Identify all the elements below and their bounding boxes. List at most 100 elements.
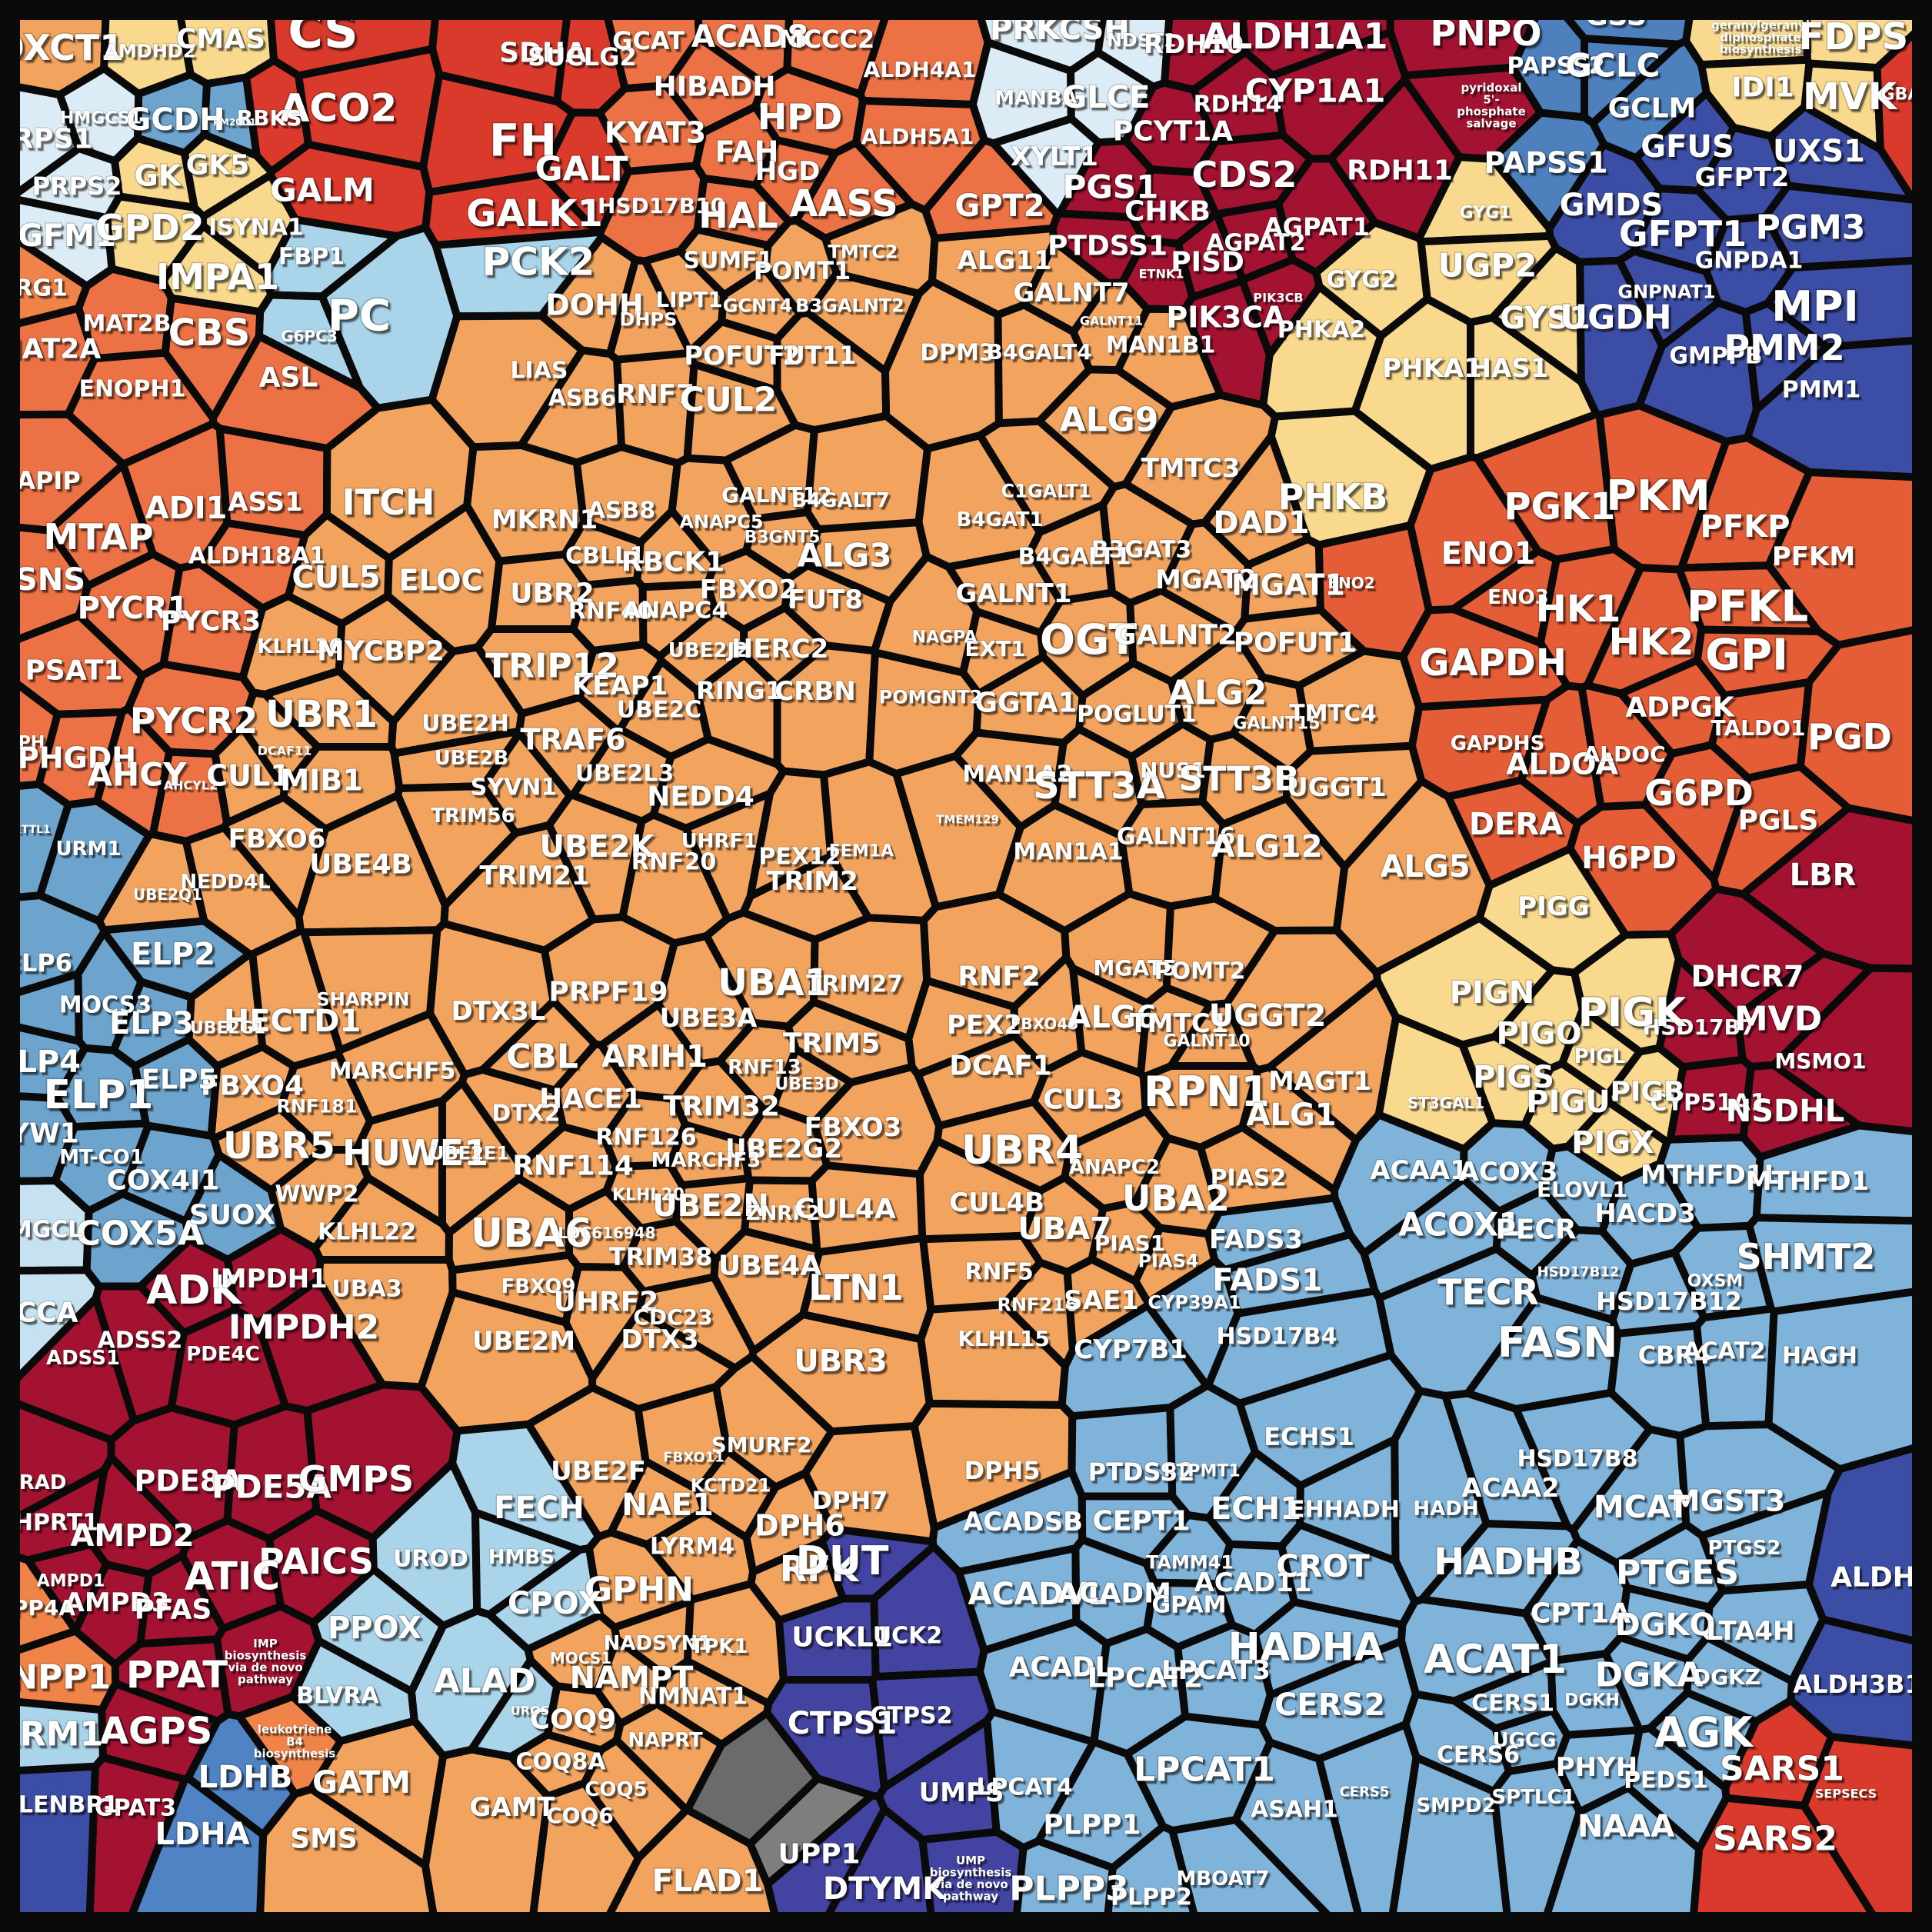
cell-label: PIK3CA <box>1166 300 1286 334</box>
cell-label: FBXO11 <box>663 1449 724 1465</box>
cell-label: RNF2 <box>958 961 1041 993</box>
cell-label: PIGO <box>1496 1016 1581 1051</box>
cell-label: PTPMT1 <box>1164 1462 1240 1481</box>
cell-label: FH <box>489 114 557 166</box>
cell-label: PIGS <box>1473 1060 1554 1095</box>
cell-label: GALNT15 <box>1233 715 1320 734</box>
cell-label: GPHN <box>585 1570 694 1609</box>
cell-label: PFAS <box>135 1594 212 1626</box>
cell-label: UBE2N <box>652 1188 769 1224</box>
cell-label: ACADSB <box>963 1507 1083 1537</box>
cell-label: PGLS <box>1738 805 1819 837</box>
cell-label: CBR4 <box>1638 1341 1711 1370</box>
cell-label: UBE2G1 <box>190 1019 265 1038</box>
cell-unlabeled[interactable] <box>746 1774 876 1888</box>
cell-label: GALNT1 <box>955 578 1071 609</box>
cell-label: ALDH3B1 <box>1793 1670 1921 1699</box>
cell-label: CTPS2 <box>871 1703 953 1730</box>
cell-label: UBE2E1 <box>429 1142 509 1164</box>
cell-label: NEDD4 <box>647 781 754 813</box>
cell-selenbp1[interactable] <box>7 1762 99 1925</box>
cell-label: HADHB <box>1434 1541 1583 1584</box>
cell-cpox[interactable] <box>485 1544 605 1654</box>
cell-galnt16[interactable] <box>1117 798 1227 911</box>
cell-label: ACOX1 <box>1398 1206 1521 1244</box>
cell-nsdhl[interactable] <box>1739 1061 1864 1161</box>
cell-label: AGPS <box>100 1710 212 1753</box>
cell-label: MVD <box>1734 999 1822 1038</box>
cell-label: SARS2 <box>1713 1819 1837 1858</box>
cell-label: LYRM4 <box>650 1534 734 1561</box>
cell-st3gal1[interactable] <box>1374 1013 1497 1153</box>
cell-label: ASB8 <box>588 498 656 525</box>
cell-label: HSD17B4 <box>1216 1324 1337 1351</box>
cell-label: MGST3 <box>1671 1484 1786 1517</box>
cell-label: NUS1 <box>1140 758 1206 783</box>
cell-label: GGTA1 <box>974 688 1077 719</box>
cell-label: MVK <box>1803 75 1898 118</box>
cell-label: MAN1B1 <box>1106 332 1216 359</box>
cell-label: PIGG <box>1517 891 1589 922</box>
cell-label: CUL1 <box>206 758 290 792</box>
cell-label: ALDOC <box>1583 741 1665 767</box>
cell-label: ENO1 <box>1441 536 1536 571</box>
cell-label: PHKA1 <box>1382 353 1482 384</box>
cell-label: HACE1 <box>539 1084 642 1115</box>
cell-label: ACAT1 <box>1424 1637 1567 1683</box>
cell-label: CYP51A1 <box>1650 1090 1767 1117</box>
cell-label: PYCR1 <box>78 591 189 626</box>
cell-label: HACD3 <box>1594 1198 1696 1229</box>
cell-label: DPH6 <box>754 1508 845 1542</box>
cell-label: HSD17B7 <box>1643 1014 1756 1040</box>
cell-label: GALK1 <box>466 192 603 235</box>
cell-oxsm[interactable] <box>1671 1221 1775 1322</box>
cell-label: NAAA <box>1577 1809 1674 1844</box>
cell-label: UGGT2 <box>1209 998 1327 1034</box>
cell-label: FLAD1 <box>652 1864 764 1899</box>
cell-label: UCKL1 <box>791 1622 893 1654</box>
cell-label: ACAD11 <box>1194 1567 1311 1598</box>
cell-acaa2[interactable] <box>1441 1389 1571 1531</box>
cell-label: PCK2 <box>482 240 595 285</box>
cell-label: GCLM <box>1608 93 1697 125</box>
cell-label: ANAPC4 <box>623 598 728 625</box>
cell-label: CTPS1 <box>788 1706 898 1741</box>
cell-label: CBLL1 <box>565 543 645 570</box>
cell-label: NAE1 <box>621 1487 714 1523</box>
cell-label: CUL4A <box>794 1194 896 1225</box>
cell-label: leukotriene B4 biosynthesis <box>254 1723 336 1760</box>
cell-label: RPN1 <box>1144 1068 1270 1116</box>
cell-label: SMS <box>290 1824 358 1855</box>
cell-label: FDPS <box>1799 15 1908 58</box>
cell-label: PIGK <box>1578 990 1687 1036</box>
cell-label: UBA1 <box>718 961 830 1004</box>
cell-label: ACAD8 <box>691 19 808 55</box>
cell-ass1[interactable] <box>215 425 331 539</box>
cell-label: POMT2 <box>1154 958 1246 985</box>
cell-label: B4GALT7 <box>791 489 889 512</box>
cell-label: UPP1 <box>778 1839 860 1870</box>
cell-label: TMTC1 <box>1130 1008 1229 1039</box>
cell-label: MIB1 <box>280 763 362 797</box>
cell-label: DGKZ <box>1693 1664 1760 1690</box>
cell-label: ECH1 <box>1211 1491 1301 1527</box>
cell-label: PYCR3 <box>161 606 261 638</box>
cell-label: GALT <box>535 149 628 188</box>
cell-label: ACAA1 <box>1370 1155 1468 1186</box>
cell-label: GYG2 <box>1326 267 1396 294</box>
cell-label: PC <box>328 291 391 341</box>
cell-label: LIAS <box>510 358 568 385</box>
cell-label: POFUT1 <box>1234 628 1357 659</box>
cell-label: LDHA <box>155 1817 249 1852</box>
cell-pigx[interactable] <box>1564 1098 1671 1185</box>
cell-label: B3GAT3 <box>1091 537 1192 564</box>
cell-uros[interactable] <box>468 1656 561 1761</box>
cell-label: TRIP12 <box>485 646 619 685</box>
cell-label: AHCY <box>88 756 187 794</box>
cell-label: HSD17B12 <box>1596 1287 1742 1316</box>
cell-label: RBCK1 <box>621 547 725 578</box>
cell-label: DTYMK <box>823 1871 948 1907</box>
cell-label: MKRN1 <box>491 505 598 535</box>
